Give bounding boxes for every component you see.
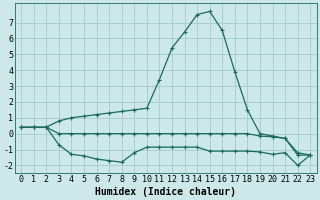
X-axis label: Humidex (Indice chaleur): Humidex (Indice chaleur) (95, 186, 236, 197)
